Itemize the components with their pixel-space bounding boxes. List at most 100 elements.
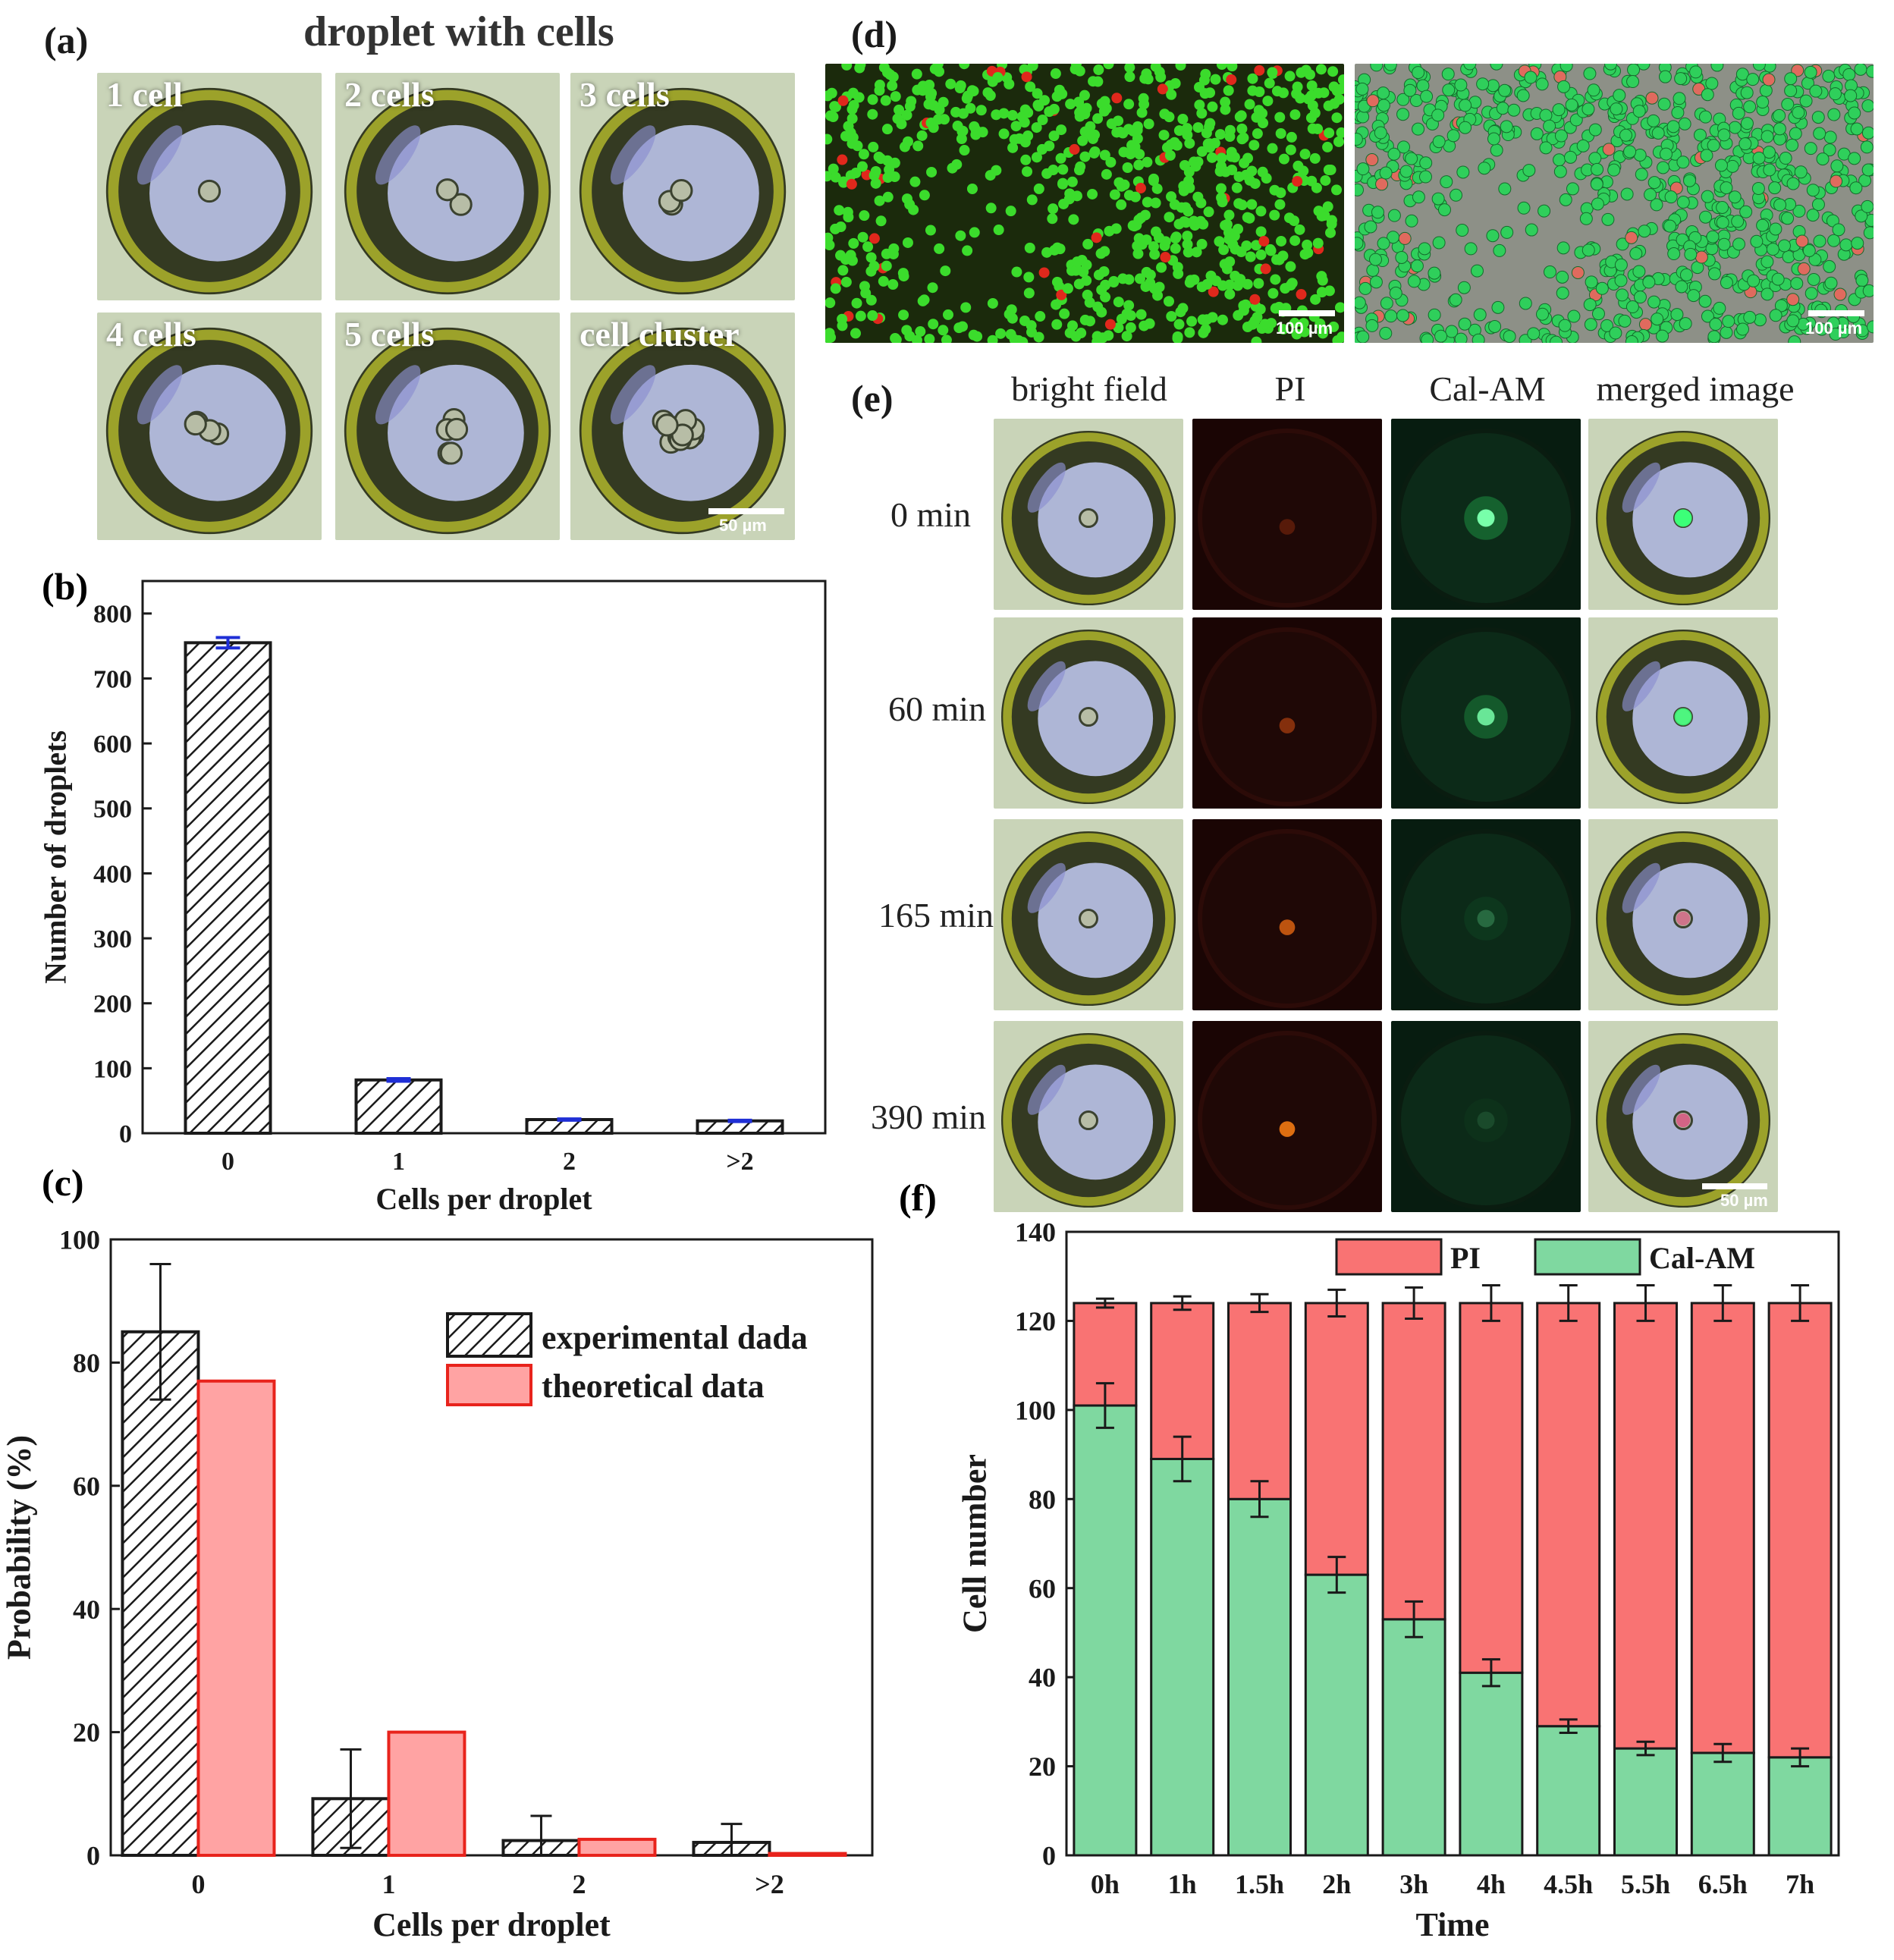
cell-dot: [1085, 316, 1096, 327]
cell-dot: [1761, 287, 1774, 301]
cell-dot: [1098, 105, 1110, 117]
cell-dot: [1224, 256, 1236, 267]
cell-dot: [1201, 278, 1213, 290]
cell: [184, 412, 207, 436]
cell-dot: [1470, 264, 1484, 278]
cell-dot: [1334, 302, 1344, 313]
row-label-0min: 0 min: [890, 495, 971, 534]
cell-dot: [1666, 120, 1680, 133]
cell-dot: [881, 124, 893, 135]
cell-dot: [904, 101, 916, 112]
cell-dot: [841, 64, 853, 71]
bar-pi-1h: [1150, 1302, 1215, 1460]
cell: [197, 179, 221, 203]
column-header-pi: PI: [1274, 369, 1306, 408]
x-tick-label: 7h: [1786, 1869, 1814, 1899]
cell-dot: [1069, 143, 1080, 155]
cell-dot: [1055, 152, 1066, 164]
chart-c-frame: [109, 1238, 874, 1857]
cell-dot: [1459, 99, 1472, 112]
cell-dot: [1762, 73, 1776, 86]
cell-dot: [1576, 139, 1590, 152]
cell-dot: [1048, 103, 1060, 115]
cell-dot: [1170, 231, 1182, 243]
cell-dot: [1156, 262, 1167, 273]
droplet-tile: 5 cells: [335, 313, 560, 540]
tile-label: cell cluster: [580, 315, 740, 353]
cell-dot: [1289, 235, 1301, 247]
cell-dot: [874, 195, 885, 206]
cell-dot: [1618, 314, 1632, 328]
cell-dot: [897, 268, 909, 279]
cell-dot: [837, 154, 848, 165]
cell-dot: [1184, 137, 1195, 149]
cell-dot: [1490, 64, 1503, 71]
droplet-outline: [1198, 627, 1377, 807]
cell-dot: [1318, 325, 1329, 336]
cell-dot: [1253, 278, 1264, 289]
cell-dot: [1356, 330, 1370, 343]
cell-dot: [1023, 287, 1035, 299]
cell-dot: [1223, 85, 1234, 96]
cell-dot: [1377, 86, 1390, 100]
cell-dot: [926, 166, 938, 177]
droplet-ring: [581, 329, 784, 532]
cell-dot: [1218, 244, 1230, 256]
cell-dot: [1031, 152, 1042, 163]
cell-dot: [1626, 75, 1640, 89]
cell-dot: [1635, 168, 1648, 181]
cell-dot: [1125, 149, 1136, 160]
x-tick-label: 2h: [1322, 1869, 1351, 1899]
cell-dot: [1625, 300, 1639, 314]
cell-dot: [1656, 329, 1669, 343]
cell-dot: [1331, 112, 1343, 124]
x-tick-label: 0: [221, 1148, 234, 1176]
cell-dot: [1017, 337, 1029, 343]
cell-dot: [1133, 159, 1145, 171]
cell-dot: [1166, 89, 1177, 100]
cell-dot: [1166, 191, 1177, 203]
bar-cal-am-5.5h: [1613, 1747, 1678, 1857]
cell-dot: [1305, 90, 1317, 102]
cell-dot: [985, 90, 996, 102]
cell-dot: [1556, 286, 1569, 300]
droplet-outline: [1198, 1031, 1377, 1211]
droplet-ring: [1003, 1035, 1174, 1206]
cell-dot: [1699, 110, 1713, 124]
cell-dot: [1173, 268, 1184, 279]
cell-dot: [1233, 223, 1244, 234]
legend-swatch-pi: [1335, 1238, 1443, 1276]
cell-dot: [1292, 176, 1303, 187]
cell: [449, 193, 473, 216]
cell-dot: [859, 210, 870, 221]
cell-dot: [887, 80, 898, 91]
bar-cal-am-1.5h: [1227, 1497, 1292, 1857]
cell-dot: [1564, 150, 1578, 164]
cell-dot: [1556, 241, 1570, 255]
droplet-ring: [1003, 631, 1174, 803]
dead-cell-signal: [1676, 1113, 1691, 1128]
droplet-ring: [581, 90, 784, 293]
tile-image: [994, 819, 1183, 1010]
y-tick-label: 120: [1015, 1306, 1056, 1337]
cell-dot: [1855, 209, 1868, 223]
x-axis-label: Cells per droplet: [375, 1182, 592, 1216]
cell-dot: [1244, 99, 1255, 110]
cell-dot: [1310, 294, 1321, 305]
live-cell-signal: [1674, 708, 1692, 726]
cell-dot: [1355, 183, 1364, 196]
cell-dot: [1620, 187, 1634, 201]
cell-dot: [896, 118, 907, 130]
cell-dot: [1312, 123, 1324, 134]
cell-dot: [1190, 161, 1201, 172]
cell-dot: [837, 265, 849, 276]
cell-dot: [1019, 104, 1031, 115]
cell-dot: [1277, 324, 1289, 335]
cell-dot: [1172, 331, 1183, 342]
cell-dot: [825, 333, 834, 343]
cell-dot: [1024, 242, 1035, 253]
droplet-outline: [1198, 829, 1377, 1009]
y-tick-label: 800: [93, 601, 132, 629]
bar-cal-am-6.5h: [1690, 1751, 1755, 1857]
cell-dot: [966, 85, 978, 96]
